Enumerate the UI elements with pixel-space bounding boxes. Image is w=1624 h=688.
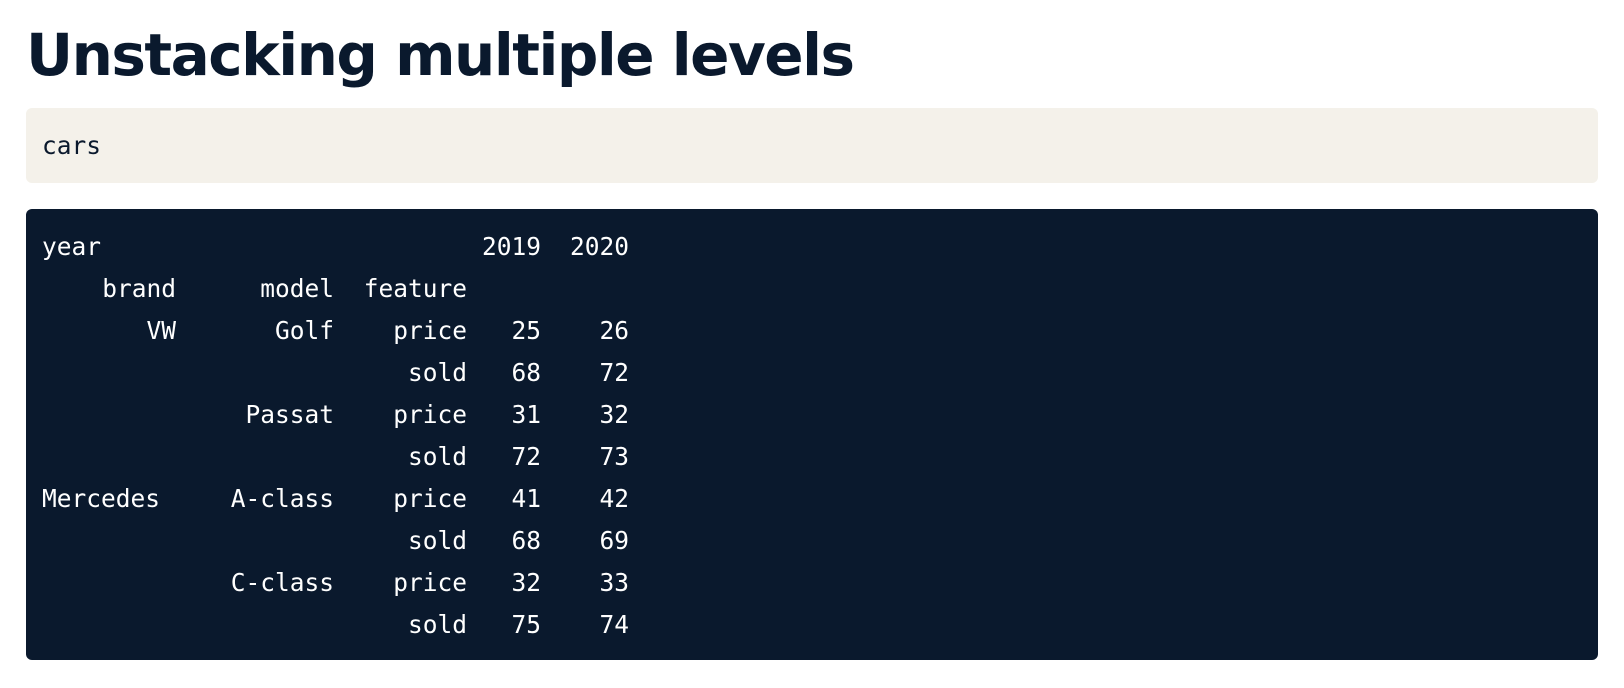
table-row: C-class price 32 33 <box>42 562 629 604</box>
row-feature: sold <box>334 520 467 562</box>
column-header-2019: 2019 <box>467 226 541 268</box>
row-model <box>190 604 334 646</box>
header-row-year: year 2019 2020 <box>42 226 629 268</box>
row-feature: price <box>334 310 467 352</box>
row-feature: price <box>334 394 467 436</box>
row-value-2020: 73 <box>541 436 629 478</box>
row-model: Golf <box>190 310 334 352</box>
table-row: sold 68 72 <box>42 352 629 394</box>
row-value-2020: 33 <box>541 562 629 604</box>
row-value-2019: 75 <box>467 604 541 646</box>
table-row: sold 72 73 <box>42 436 629 478</box>
row-value-2020: 26 <box>541 310 629 352</box>
row-value-2020: 42 <box>541 478 629 520</box>
row-brand <box>42 604 190 646</box>
row-brand: Mercedes <box>42 478 190 520</box>
table-row: sold 75 74 <box>42 604 629 646</box>
row-value-2019: 41 <box>467 478 541 520</box>
row-value-2020: 69 <box>541 520 629 562</box>
index-name-model: model <box>190 268 334 310</box>
row-value-2020: 74 <box>541 604 629 646</box>
row-model <box>190 436 334 478</box>
code-input-text: cars <box>42 132 101 160</box>
row-model: C-class <box>190 562 334 604</box>
row-value-2019: 68 <box>467 352 541 394</box>
output-dataframe: year 2019 2020 brand model feature VW Gol… <box>42 226 629 646</box>
row-brand <box>42 562 190 604</box>
column-header-2020: 2020 <box>541 226 629 268</box>
index-name-brand: brand <box>42 268 190 310</box>
row-brand <box>42 520 190 562</box>
columns-level-name: year <box>42 226 190 268</box>
row-brand <box>42 352 190 394</box>
row-value-2019: 25 <box>467 310 541 352</box>
row-model <box>190 352 334 394</box>
index-name-feature: feature <box>334 268 467 310</box>
row-value-2019: 32 <box>467 562 541 604</box>
row-model: A-class <box>190 478 334 520</box>
row-brand: VW <box>42 310 190 352</box>
row-feature: price <box>334 562 467 604</box>
table-row: Mercedes A-class price 41 42 <box>42 478 629 520</box>
row-value-2019: 31 <box>467 394 541 436</box>
header-row-index-names: brand model feature <box>42 268 629 310</box>
table-row: sold 68 69 <box>42 520 629 562</box>
row-feature: sold <box>334 436 467 478</box>
row-value-2020: 32 <box>541 394 629 436</box>
row-value-2019: 72 <box>467 436 541 478</box>
row-feature: sold <box>334 352 467 394</box>
table-row: Passat price 31 32 <box>42 394 629 436</box>
row-model: Passat <box>190 394 334 436</box>
row-value-2019: 68 <box>467 520 541 562</box>
table-row: VW Golf price 25 26 <box>42 310 629 352</box>
row-brand <box>42 394 190 436</box>
page-title: Unstacking multiple levels <box>26 12 854 98</box>
row-brand <box>42 436 190 478</box>
row-feature: sold <box>334 604 467 646</box>
row-feature: price <box>334 478 467 520</box>
code-input-cell[interactable]: cars <box>26 108 1598 183</box>
row-value-2020: 72 <box>541 352 629 394</box>
row-model <box>190 520 334 562</box>
code-output-panel: year 2019 2020 brand model feature VW Gol… <box>26 209 1598 660</box>
